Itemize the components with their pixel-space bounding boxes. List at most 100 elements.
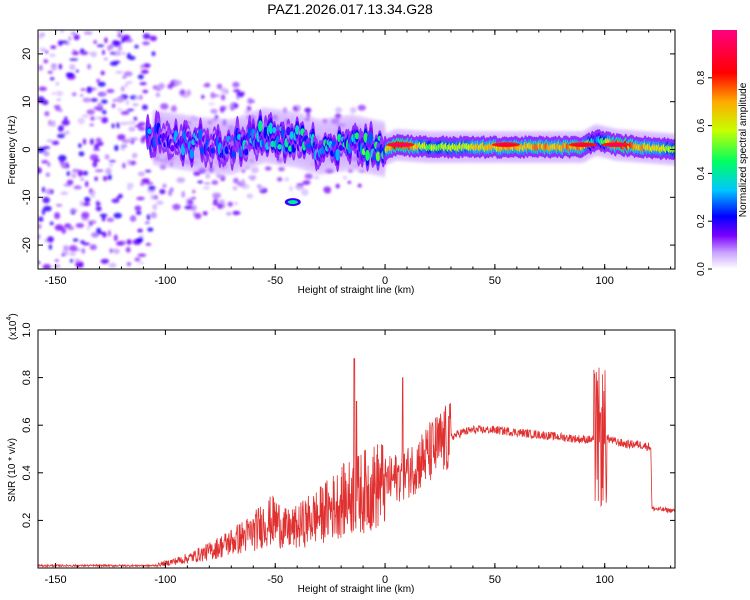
- spectrogram-blob: [47, 162, 51, 167]
- spectrogram-blob: [181, 89, 185, 96]
- spectrogram-blob: [169, 187, 174, 193]
- spectrogram-blob: [134, 257, 141, 262]
- spectrogram-blob: [116, 196, 120, 200]
- spectrogram-blob: [124, 82, 129, 88]
- spectrogram-blob: [134, 205, 142, 211]
- spectrogram-blob: [56, 98, 61, 102]
- spectrogram-blob: [66, 171, 71, 177]
- spectrogram-blob: [216, 83, 223, 90]
- spectrogram-blob: [139, 82, 147, 86]
- spectrogram-blob: [113, 234, 118, 242]
- spectrogram-blob: [82, 114, 89, 119]
- spectrogram-ytick-label: 10: [21, 96, 33, 108]
- spectrogram-blob: [94, 169, 104, 172]
- spectrogram-blob: [45, 172, 50, 177]
- spectrogram-blob: [108, 262, 117, 268]
- spectrogram-blob: [96, 78, 100, 83]
- spectrogram-blob: [80, 51, 89, 56]
- spectrogram-ridge-cell: [189, 149, 194, 159]
- spectrogram-blob: [127, 120, 136, 125]
- snr-panel: -150 -100 -50 0 50 100 0.2 0.4 0.6 0.8 1.0 Height …: [6, 313, 676, 595]
- spectrogram-blob: [100, 99, 108, 104]
- spectrogram-blob: [55, 204, 63, 207]
- spectrogram-ridge-cell: [295, 125, 300, 135]
- colorbar-tick-label: 0.0: [696, 262, 707, 276]
- spectrogram-blob: [244, 110, 250, 114]
- spectrogram-blob: [54, 224, 64, 231]
- spectrogram-blob: [115, 96, 125, 103]
- spectrogram-blob: [97, 102, 103, 109]
- spectrogram-blob: [343, 176, 347, 180]
- spectrogram-blob: [100, 92, 106, 96]
- snr-xtick-label: -150: [45, 574, 67, 586]
- spectrogram-blob: [219, 106, 225, 113]
- spectrogram-blob: [225, 211, 232, 216]
- spectrogram-blob: [38, 64, 43, 71]
- spectrogram-blob: [126, 187, 132, 191]
- spectrogram-blob: [69, 252, 76, 256]
- spectrogram-ridge-cell: [198, 128, 203, 141]
- spectrogram-blob: [86, 86, 93, 94]
- spectrogram-ridge-cell: [277, 144, 282, 150]
- spectrogram-blob: [125, 99, 130, 106]
- spectrogram-blob: [144, 221, 150, 225]
- spectrogram-blob: [205, 173, 211, 179]
- spectrogram-blob: [203, 186, 210, 190]
- spectrogram-blob: [264, 166, 272, 171]
- spectrogram-blob: [155, 88, 162, 91]
- snr-multiplier-close: ): [8, 313, 19, 316]
- spectrogram-blob: [148, 185, 156, 191]
- spectrogram-blob: [128, 55, 136, 61]
- spectrogram-blob: [194, 212, 202, 220]
- spectrogram-blob: [73, 185, 82, 190]
- spectrogram-blob: [71, 51, 80, 56]
- spectrogram-blob: [152, 203, 158, 211]
- snr-ylabel: SNR (10 * v/v): [7, 438, 18, 502]
- spectrogram-ridge-cell: [672, 145, 675, 153]
- spectrogram-xtick-label: -50: [267, 275, 283, 287]
- spectrogram-blob: [46, 139, 54, 143]
- spectrogram-blob: [72, 238, 79, 242]
- spectrogram-blob: [335, 183, 340, 189]
- spectrogram-blob: [112, 99, 117, 102]
- spectrogram-blob: [296, 183, 305, 187]
- spectrogram-blob: [121, 52, 126, 55]
- spectrogram-blob: [89, 244, 97, 251]
- spectrogram-blob: [232, 210, 241, 216]
- snr-frame: [37, 329, 676, 569]
- snr-series-line: [38, 358, 675, 568]
- spectrogram-blob: [66, 179, 74, 185]
- spectrogram-blob: [284, 177, 289, 182]
- spectrogram-blob: [96, 44, 105, 48]
- spectrogram-blob: [125, 246, 131, 253]
- spectrogram-blob: [210, 108, 218, 114]
- spectrogram-blob: [78, 143, 82, 148]
- spectrogram-blob: [246, 193, 254, 199]
- spectrogram-blob: [297, 104, 301, 111]
- spectrogram-blob: [116, 241, 124, 246]
- spectrogram-blob: [250, 166, 259, 174]
- spectrogram-blob: [230, 106, 235, 111]
- spectrogram-blob: [41, 99, 49, 105]
- spectrogram-blob: [93, 158, 100, 163]
- spectrogram-hotspot-core: [572, 143, 593, 147]
- spectrogram-blob: [147, 227, 154, 232]
- spectrogram-blob: [102, 49, 105, 56]
- spectrogram-blob: [49, 221, 54, 226]
- spectrogram-blob: [126, 262, 132, 267]
- spectrogram-blob: [335, 107, 343, 113]
- spectrogram-blob: [61, 227, 67, 234]
- colorbar-gradient: [712, 30, 737, 269]
- spectrogram-blob: [94, 176, 98, 182]
- spectrogram-blob: [117, 134, 126, 141]
- spectrogram-blob: [142, 33, 151, 40]
- spectrogram-blob: [301, 188, 309, 196]
- spectrogram-blob: [38, 261, 41, 265]
- spectrogram-blob: [93, 40, 97, 44]
- spectrogram-blob: [111, 103, 116, 108]
- spectrogram-blob: [278, 167, 285, 172]
- spectrogram-blob: [142, 41, 150, 46]
- snr-ytick-label: 0.4: [21, 465, 33, 480]
